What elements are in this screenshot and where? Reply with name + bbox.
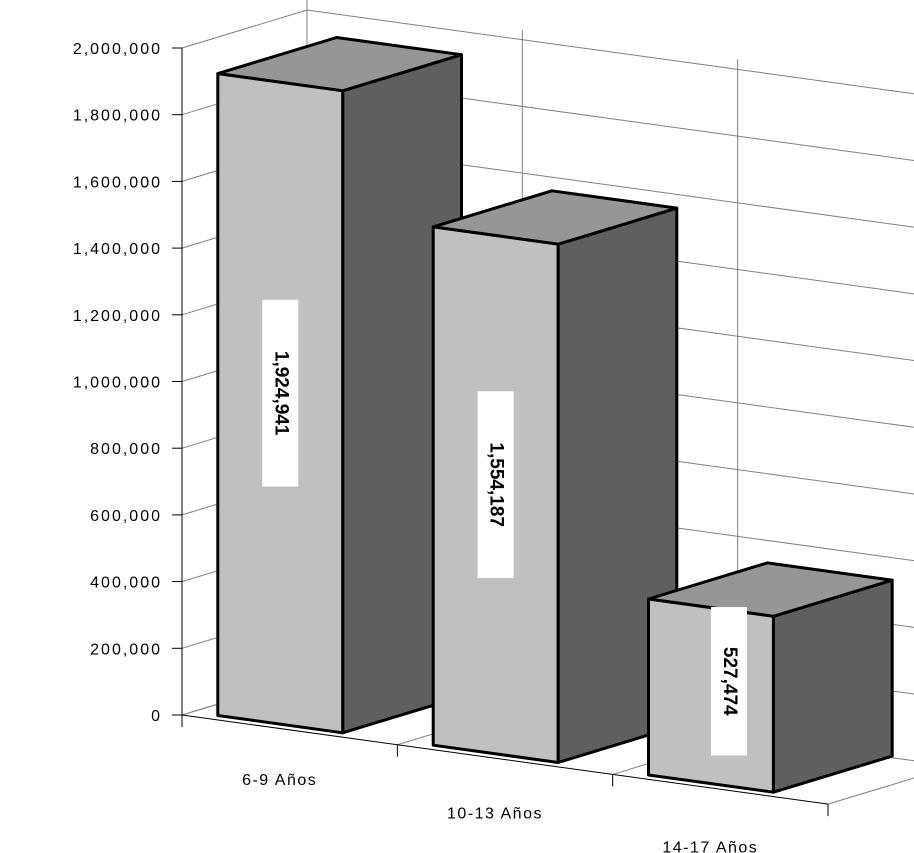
y-tick-label-5: 1,000,000	[73, 375, 162, 392]
bar-1: 1,554,187	[431, 189, 679, 764]
bars: 1,924,941 1,554,187 527,474	[216, 36, 894, 794]
y-tick-label-0: 0	[151, 708, 162, 725]
y-axis-ticks: 0 200,000 400,000 600,000 800,000 1,000,000 1,…	[73, 41, 182, 725]
x-category-label-1: 10-13 Años	[447, 806, 543, 823]
y-tick-label-6: 1,200,000	[73, 308, 162, 325]
bar-data-label-bg-0	[262, 299, 299, 487]
x-axis-line	[181, 714, 829, 805]
x-category-label-0: 6-9 Años	[242, 772, 317, 789]
gridline-side-10	[181, 9, 308, 49]
labels: 6-9 Años 10-13 Años 14-17 Años	[242, 772, 758, 853]
y-tick-label-3: 600,000	[90, 508, 162, 525]
floor-division-3	[827, 777, 914, 805]
y-tick-label-4: 800,000	[90, 441, 162, 458]
y-tick-label-2: 400,000	[90, 575, 162, 592]
bar-0: 1,924,941	[216, 36, 463, 735]
gridline-back-10	[306, 9, 914, 95]
bar-data-label-bg-2	[710, 607, 747, 756]
y-tick-label-1: 200,000	[90, 641, 162, 658]
bar-data-label-1: 1,554,187	[486, 442, 507, 527]
y-tick-label-9: 1,800,000	[73, 108, 162, 125]
bar-2: 527,474	[647, 561, 894, 794]
y-tick-label-7: 1,400,000	[73, 241, 162, 258]
y-tick-label-8: 1,600,000	[73, 174, 162, 191]
bar-data-label-0: 1,924,941	[270, 351, 291, 436]
y-tick-label-10: 2,000,000	[73, 41, 162, 58]
bar-data-label-2: 527,474	[719, 647, 740, 716]
bar-data-label-bg-1	[477, 391, 514, 579]
x-category-label-2: 14-17 Años	[662, 839, 758, 853]
bar-front-2	[647, 597, 775, 794]
